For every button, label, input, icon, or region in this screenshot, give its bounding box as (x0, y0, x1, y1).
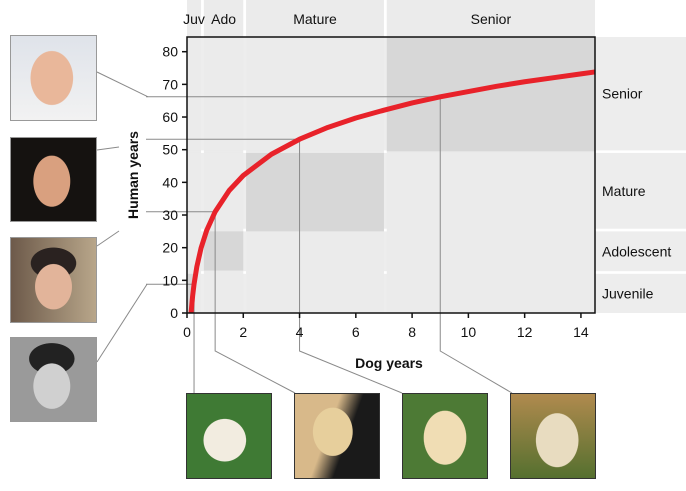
dog-senior-photo (510, 393, 596, 479)
x-tick-label: 10 (461, 324, 477, 340)
human-stage-label: Senior (602, 86, 643, 102)
human-stage-band (187, 273, 686, 313)
y-tick-label: 30 (162, 207, 178, 223)
x-tick-label: 4 (296, 324, 304, 340)
human-juvenile-photo (10, 337, 97, 422)
x-tick-label: 6 (352, 324, 360, 340)
human-stage-band (187, 231, 686, 272)
y-tick-label: 80 (162, 44, 178, 60)
leader-line (214, 211, 296, 394)
human-mature-photo (10, 137, 97, 222)
y-tick-label: 50 (162, 142, 178, 158)
dog-stage-label: Mature (293, 11, 337, 27)
curve-line (188, 69, 596, 314)
dog-stage-label: Ado (211, 11, 236, 27)
dog-puppy-photo (186, 393, 272, 479)
leader-line (439, 96, 513, 394)
dog-stage-label: Senior (471, 11, 512, 27)
plot-frame (186, 36, 596, 314)
stage-overlap-shade (246, 152, 384, 232)
x-tick-label: 0 (183, 324, 191, 340)
y-tick-label: 40 (162, 174, 178, 190)
human-stage-label: Mature (602, 183, 646, 199)
y-tick-label: 20 (162, 240, 178, 256)
y-tick-label: 0 (170, 305, 178, 321)
human-senior-photo (10, 35, 97, 121)
y-tick-label: 70 (162, 76, 178, 92)
y-tick-label: 60 (162, 109, 178, 125)
leader-line (96, 230, 120, 247)
x-tick-label: 2 (239, 324, 247, 340)
stage-overlap-shade (386, 37, 595, 152)
dog-stage-label: Juv (183, 11, 205, 27)
human-stage-label: Adolescent (602, 243, 671, 259)
y-axis-label: Human years (125, 131, 141, 219)
x-tick-label: 12 (517, 324, 533, 340)
dog-mature-photo (402, 393, 488, 479)
leader-line (96, 146, 120, 151)
human-stage-label: Juvenile (602, 285, 654, 301)
x-tick-label: 8 (408, 324, 416, 340)
stage-overlap-shade (203, 231, 244, 271)
y-tick-label: 10 (162, 272, 178, 288)
human-adolescent-photo (10, 237, 97, 323)
background (596, 0, 686, 37)
dog-adolescent-photo (294, 393, 380, 479)
x-axis-label: Dog years (355, 355, 423, 371)
x-tick-label: 14 (573, 324, 589, 340)
leader-line (299, 139, 403, 394)
leader-line (96, 71, 149, 98)
leader-line (96, 283, 148, 363)
